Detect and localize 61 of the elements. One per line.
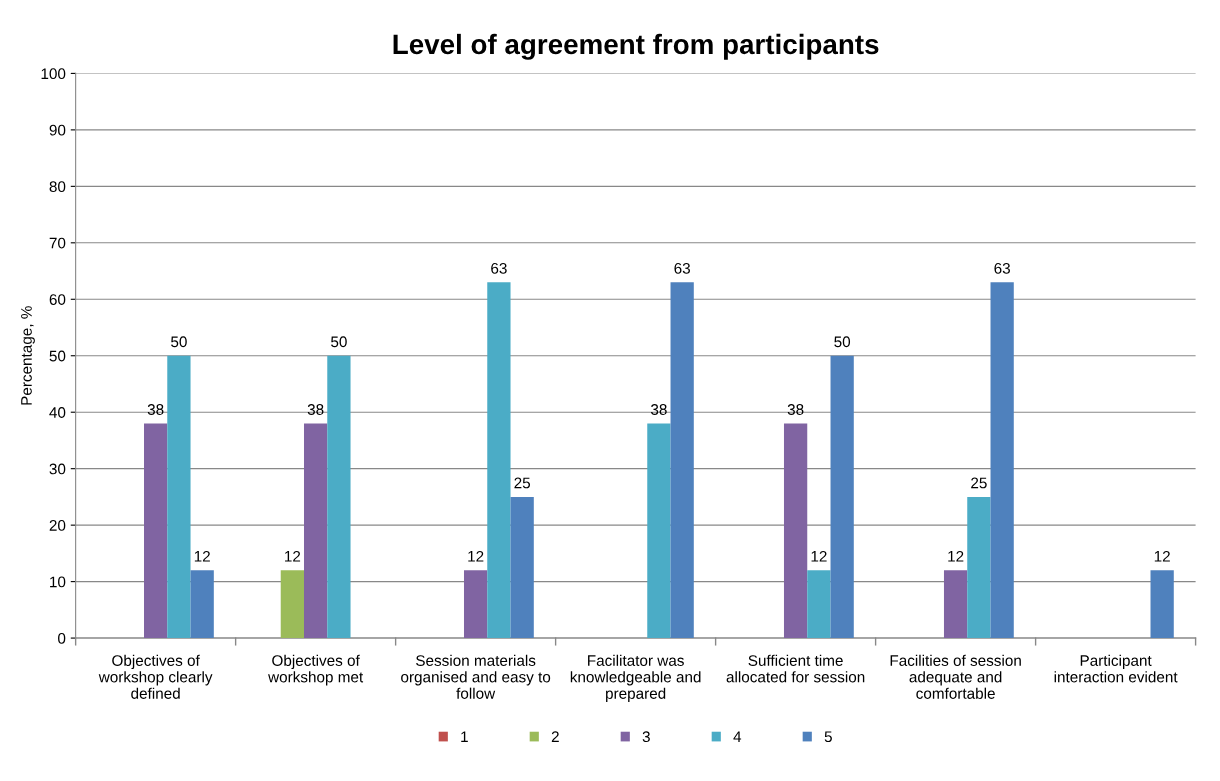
bar <box>327 355 351 639</box>
data-label: 63 <box>674 262 690 274</box>
bar <box>167 355 191 639</box>
data-label: 12 <box>948 550 964 562</box>
bar <box>670 282 694 639</box>
y-tick-label: 70 <box>49 237 66 249</box>
data-label: 12 <box>194 550 210 562</box>
bar <box>510 496 534 639</box>
bar <box>190 570 214 639</box>
data-label: 12 <box>285 550 301 562</box>
data-label: 38 <box>147 404 164 415</box>
data-label: 63 <box>994 262 1010 274</box>
data-label: 12 <box>468 550 484 562</box>
x-tick-label: Session materials organised and easy to follow <box>401 654 551 699</box>
bar <box>807 570 831 639</box>
data-label: 25 <box>971 477 987 489</box>
data-label: 63 <box>491 262 507 274</box>
bar <box>943 570 968 639</box>
bar <box>487 282 511 639</box>
y-tick-label: 0 <box>58 632 66 644</box>
x-tick-label: Participant interaction evident <box>1054 654 1178 683</box>
y-tick-label: 20 <box>49 520 66 531</box>
legend-label: 5 <box>824 731 832 743</box>
data-label: 50 <box>331 336 347 348</box>
chart-title: Level of agreement from participants <box>393 33 879 60</box>
x-tick-label: Sufficient time allocated for session <box>726 654 865 683</box>
data-label: 38 <box>307 404 324 415</box>
bar <box>783 423 808 639</box>
legend-label: 1 <box>461 731 468 742</box>
bar <box>144 423 168 639</box>
bar <box>967 496 991 639</box>
data-label: 12 <box>1154 550 1170 562</box>
bar <box>280 570 304 639</box>
bar <box>463 570 488 639</box>
data-label: 50 <box>171 336 187 348</box>
data-label: 25 <box>514 477 531 489</box>
x-tick-label: Objectives of workshop met <box>268 654 364 686</box>
data-label: 50 <box>834 336 851 348</box>
data-label: 38 <box>650 404 667 415</box>
y-tick-label: 40 <box>49 407 66 418</box>
x-tick-label: Objectives of workshop clearly defined <box>98 654 213 699</box>
y-tick-label: 50 <box>49 350 66 362</box>
data-label: 38 <box>787 404 804 415</box>
y-tick-label: 100 <box>41 68 66 80</box>
y-axis-title: Percentage, % <box>21 306 35 405</box>
y-tick-label: 30 <box>49 463 66 475</box>
legend-label: 3 <box>642 731 650 743</box>
legend-label: 4 <box>733 731 742 742</box>
bar <box>304 423 328 639</box>
bar <box>1150 570 1174 639</box>
bar <box>647 423 671 639</box>
y-tick-label: 90 <box>49 124 66 136</box>
x-tick-label: Facilities of session adequate and comfortable <box>890 654 1021 699</box>
y-tick-label: 60 <box>49 294 66 305</box>
legend-label: 2 <box>551 731 559 742</box>
y-tick-label: 80 <box>49 181 66 193</box>
y-tick-label: 10 <box>50 576 66 588</box>
bar <box>990 282 1014 639</box>
data-label: 12 <box>811 550 827 562</box>
x-tick-label: Facilitator was knowledgeable and prepared <box>570 654 701 702</box>
bar <box>830 355 854 639</box>
